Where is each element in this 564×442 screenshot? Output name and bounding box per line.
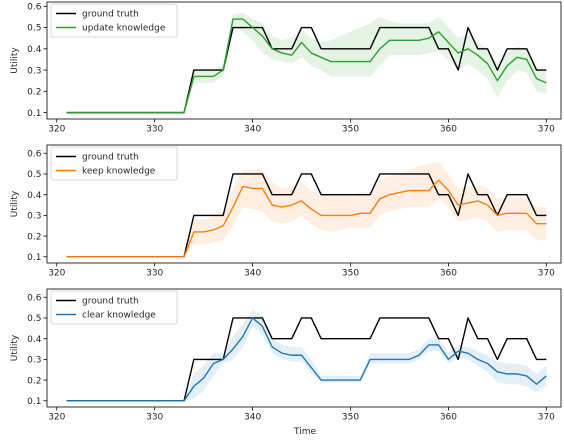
x-tick-label: 370 bbox=[538, 269, 555, 279]
y-tick-label: 0.4 bbox=[27, 335, 42, 345]
x-tick-label: 340 bbox=[244, 269, 261, 279]
x-tick-label: 340 bbox=[244, 125, 261, 135]
y-tick-label: 0.2 bbox=[27, 232, 41, 242]
series-line bbox=[66, 18, 547, 114]
legend: ground truth clear knowledge bbox=[50, 290, 178, 325]
x-tick-label: 360 bbox=[440, 125, 457, 135]
legend-label-ground-truth: ground truth bbox=[82, 297, 139, 307]
x-tick-label: 360 bbox=[440, 269, 457, 279]
y-tick-label: 0.3 bbox=[27, 66, 41, 76]
series-line bbox=[66, 179, 547, 258]
x-axis-label: Time bbox=[293, 427, 316, 437]
legend-label-ground-truth: ground truth bbox=[82, 10, 139, 20]
y-tick-label: 0.5 bbox=[27, 314, 41, 324]
x-tick-label: 350 bbox=[342, 269, 359, 279]
x-tick-label: 320 bbox=[48, 413, 65, 423]
y-tick-label: 0.2 bbox=[27, 88, 41, 98]
plot-area bbox=[66, 309, 547, 402]
confidence-band bbox=[66, 309, 547, 401]
axes-frame bbox=[46, 144, 562, 264]
x-tick-label: 320 bbox=[48, 125, 65, 135]
legend-label-series: update knowledge bbox=[82, 24, 166, 34]
y-tick-label: 0.3 bbox=[27, 212, 41, 222]
legend-label-series: keep knowledge bbox=[82, 167, 156, 177]
plot-area bbox=[66, 12, 547, 114]
x-tick-label: 350 bbox=[342, 125, 359, 135]
x-tick-label: 350 bbox=[342, 413, 359, 423]
y-axis-label: Utility bbox=[10, 190, 20, 217]
x-tick-label: 330 bbox=[146, 269, 163, 279]
x-tick-label: 330 bbox=[146, 125, 163, 135]
y-tick-label: 0.6 bbox=[27, 149, 42, 159]
y-tick-label: 0.4 bbox=[27, 191, 42, 201]
x-tick-label: 330 bbox=[146, 413, 163, 423]
panel-3: 0.1 0.2 0.3 0.4 0.5 0.6 320 330 340 350 360 370 Util… bbox=[10, 288, 562, 423]
y-axis-label: Utility bbox=[10, 47, 20, 74]
y-tick-label: 0.2 bbox=[27, 376, 41, 386]
axes-frame bbox=[46, 1, 562, 120]
y-tick-label: 0.1 bbox=[27, 109, 41, 119]
y-tick-label: 0.6 bbox=[27, 293, 42, 303]
series-line bbox=[66, 317, 547, 402]
legend-box bbox=[50, 146, 178, 181]
x-tick-label: 370 bbox=[538, 413, 555, 423]
legend: ground truth keep knowledge bbox=[50, 146, 178, 181]
axes-frame bbox=[46, 288, 562, 408]
plot-area bbox=[66, 161, 547, 258]
y-tick-label: 0.1 bbox=[27, 253, 41, 263]
y-tick-label: 0.1 bbox=[27, 397, 41, 407]
confidence-band bbox=[66, 161, 547, 257]
legend-box bbox=[50, 290, 178, 325]
x-tick-label: 370 bbox=[538, 125, 555, 135]
x-tick-label: 340 bbox=[244, 413, 261, 423]
x-tick-label: 320 bbox=[48, 269, 65, 279]
y-tick-label: 0.4 bbox=[27, 45, 42, 55]
legend-label-series: clear knowledge bbox=[82, 311, 156, 321]
legend-label-ground-truth: ground truth bbox=[82, 153, 139, 163]
y-tick-label: 0.5 bbox=[27, 170, 41, 180]
x-tick-label: 360 bbox=[440, 413, 457, 423]
panel-1: 0.1 0.2 0.3 0.4 0.5 0.6 320 330 340 350 360 370 Util… bbox=[10, 1, 562, 135]
y-tick-label: 0.6 bbox=[27, 2, 42, 12]
y-axis-label: Utility bbox=[10, 334, 20, 361]
y-tick-label: 0.5 bbox=[27, 24, 41, 34]
y-tick-label: 0.3 bbox=[27, 356, 41, 366]
panel-2: 0.1 0.2 0.3 0.4 0.5 0.6 320 330 340 350 360 370 Util… bbox=[10, 144, 562, 279]
legend-box bbox=[50, 3, 178, 38]
legend: ground truth update knowledge bbox=[50, 3, 178, 38]
confidence-band bbox=[66, 12, 547, 113]
